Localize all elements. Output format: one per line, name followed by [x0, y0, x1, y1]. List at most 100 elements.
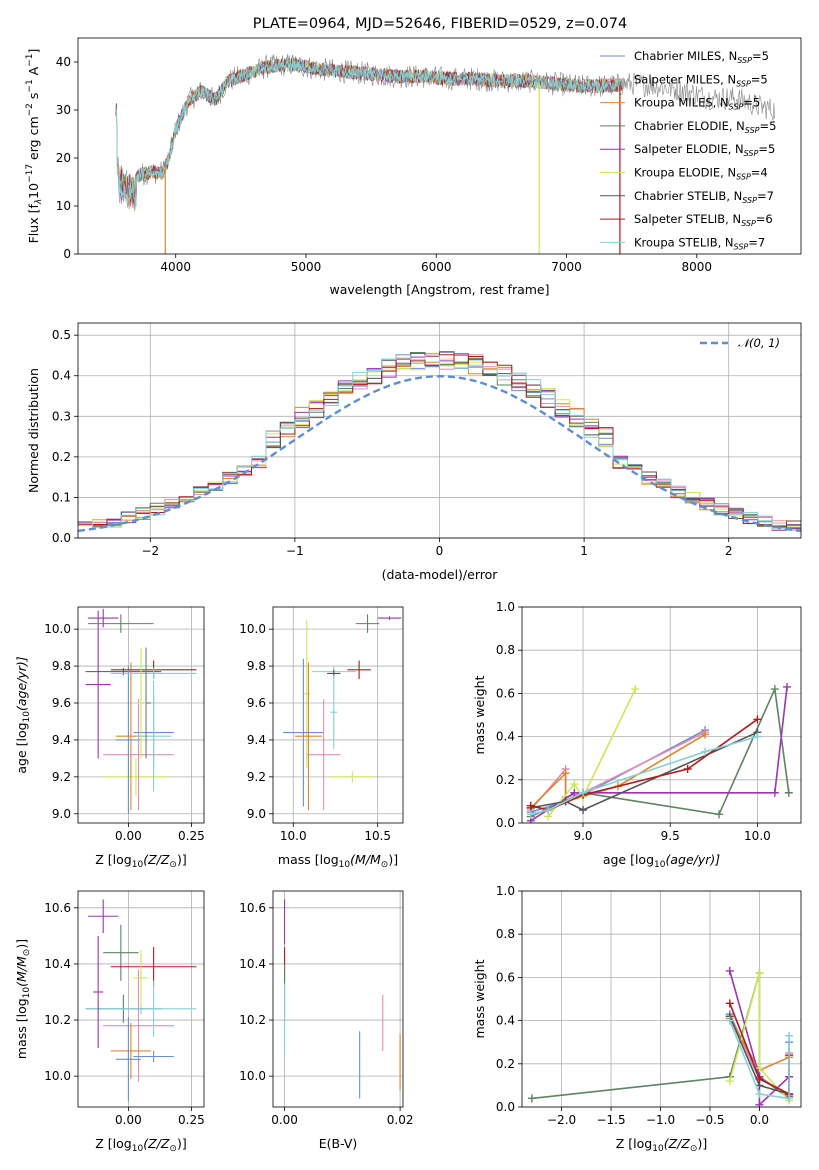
y-tick-label: 0.8 [496, 927, 515, 941]
y-tick-label: 40 [56, 55, 71, 69]
x-tick-label: 7000 [551, 260, 582, 274]
legend-entry: Kroupa ELODIE, NSSP=4 [634, 166, 768, 182]
y-tick-label: 9.2 [247, 770, 266, 784]
y-tick-label: 9.8 [52, 659, 71, 673]
weight-point-marker [755, 969, 764, 978]
x-tick-label: 6000 [421, 260, 452, 274]
legend-entry: Salpeter STELIB, NSSP=6 [634, 212, 773, 228]
weight-point-marker [725, 1077, 734, 1086]
y-tick-label: 20 [56, 151, 71, 165]
weight-point-marker [526, 810, 535, 819]
y-tick-label: 9.0 [247, 807, 266, 821]
weight_vs_z-axes: −2.0 −1.5 −1.0 −0.5 0.0 0.0 0.2 0.4 0.6 0.8 1.0 [496, 884, 801, 1127]
y-tick-label: 0.8 [496, 643, 515, 657]
age-vs-z-xlabel: Z [log10(Z/Z⊙)] [95, 852, 186, 870]
mass-vs-z-ylabel: mass [log10(M/M⊙)] [14, 939, 32, 1059]
x-tick-label: −2.0 [547, 1113, 576, 1127]
weight-point-marker [753, 732, 762, 741]
y-tick-label: 10.2 [239, 1013, 266, 1027]
legend-entry: Chabrier STELIB, NSSP=7 [634, 189, 774, 205]
weight-vs-z-ylabel: mass weight [472, 959, 487, 1038]
y-tick-label: 9.0 [52, 807, 71, 821]
y-tick-label: 9.6 [52, 696, 71, 710]
y-tick-label: 0.1 [52, 490, 71, 504]
legend-entry: Salpeter MILES, NSSP=5 [634, 72, 768, 88]
weight-point-marker [631, 685, 640, 694]
residuals-frame [77, 322, 802, 539]
y-tick-label: 9.4 [247, 733, 266, 747]
weight_vs_z-lines [527, 966, 794, 1107]
y-tick-label: 10.0 [44, 622, 71, 636]
x-tick-label: 0.25 [178, 829, 205, 843]
y-tick-label: 30 [56, 103, 71, 117]
x-tick-label: −2 [141, 544, 159, 558]
weight-point-marker [526, 801, 535, 810]
weight-point-marker [725, 966, 734, 975]
x-tick-label: 0 [436, 544, 444, 558]
spectrum-xlabel: wavelength [Angstrom, rest frame] [329, 282, 549, 297]
model-spectrum-line-kroupa_elodie [115, 57, 623, 205]
y-tick-label: 10.0 [239, 622, 266, 636]
age_vs_z-errorbars [85, 608, 197, 814]
weight-point-marker [570, 788, 579, 797]
mass-vs-ebv-xlabel: E(B-V) [319, 1136, 358, 1151]
y-tick-label: 0.0 [496, 816, 515, 830]
age_vs_mass-axes: 10.0 10.5 9.0 9.2 9.4 9.6 9.8 10.0 [239, 607, 403, 843]
legend-entry: Kroupa MILES, NSSP=5 [634, 96, 760, 112]
weight-point-marker [770, 685, 779, 694]
y-tick-label: 0.2 [496, 1057, 515, 1071]
age-vs-z-ylabel: age [log10(age/yr)] [14, 656, 32, 773]
weight-point-marker [715, 810, 724, 819]
x-tick-label: −1.0 [646, 1113, 675, 1127]
x-tick-label: 9.5 [661, 829, 680, 843]
figure-title: PLATE=0964, MJD=52646, FIBERID=0529, z=0… [253, 16, 627, 32]
weight-point-marker [785, 1094, 794, 1103]
mass-vs-z-xlabel: Z [log10(Z/Z⊙)] [95, 1136, 186, 1154]
mass_vs_ebv-axes: 0.00 0.02 10.0 10.2 10.4 10.6 [239, 891, 413, 1127]
y-tick-label: 9.4 [52, 733, 71, 747]
x-tick-label: 0.02 [387, 1113, 414, 1127]
normal-distribution-curve [78, 374, 801, 533]
age_vs_z-frame [77, 606, 205, 824]
weight-vs-z-xlabel: Z [log10(Z/Z⊙)] [616, 1136, 707, 1154]
weight-vs-age-ylabel: mass weight [472, 675, 487, 754]
x-tick-label: 10.5 [364, 829, 391, 843]
weight_vs_age-lines [526, 682, 793, 823]
x-tick-label: 9.0 [573, 829, 592, 843]
y-tick-label: 0.6 [496, 970, 515, 984]
weight-line-kroupa_elodie [729, 972, 790, 1102]
y-tick-label: 10.2 [44, 1013, 71, 1027]
weight-point-marker [785, 1031, 794, 1040]
weight-point-marker [755, 1074, 764, 1083]
y-tick-label: 10.6 [239, 901, 266, 915]
weight-point-marker [725, 999, 734, 1008]
residuals-xlabel: (data-model)/error [382, 567, 499, 582]
weight-point-marker [755, 1064, 764, 1073]
weight-point-marker [755, 1100, 764, 1107]
legend-entry: Kroupa STELIB, NSSP=7 [634, 235, 765, 251]
y-tick-label: 0.4 [52, 369, 71, 383]
spectrum-frame [77, 37, 802, 255]
age_vs_z-axes: 0.00 0.25 9.0 9.2 9.4 9.6 9.8 10.0 [44, 607, 205, 843]
weight-line-kroupa_stelib [729, 1020, 790, 1100]
mass_vs_z-errorbars [85, 899, 197, 1102]
age-vs-mass-xlabel: mass [log10(M/M⊙)] [278, 852, 398, 870]
x-tick-label: 0.0 [750, 1113, 769, 1127]
mass_vs_z-frame [77, 890, 205, 1108]
legend-entry: Chabrier MILES, NSSP=5 [634, 49, 769, 65]
mass_vs_ebv-errorbars [284, 899, 401, 1099]
model-spectrum-line-overlay [115, 58, 623, 210]
y-tick-label: 9.8 [247, 659, 266, 673]
residual-histogram-kroupa_stelib [78, 354, 801, 531]
x-tick-label: 0.00 [115, 829, 142, 843]
spectrum-legend: Chabrier MILES, NSSP=5 Salpeter MILES, NS… [600, 49, 776, 251]
x-tick-label: 5000 [291, 260, 322, 274]
weight_vs_age-frame [521, 606, 802, 824]
residual-histograms [78, 351, 801, 533]
y-tick-label: 0 [63, 247, 71, 261]
weight-point-marker [783, 682, 792, 691]
x-tick-label: −1.5 [596, 1113, 625, 1127]
y-tick-label: 10.0 [44, 1069, 71, 1083]
weight-line-kroupa_elodie [547, 688, 637, 818]
y-tick-label: 0.2 [496, 773, 515, 787]
